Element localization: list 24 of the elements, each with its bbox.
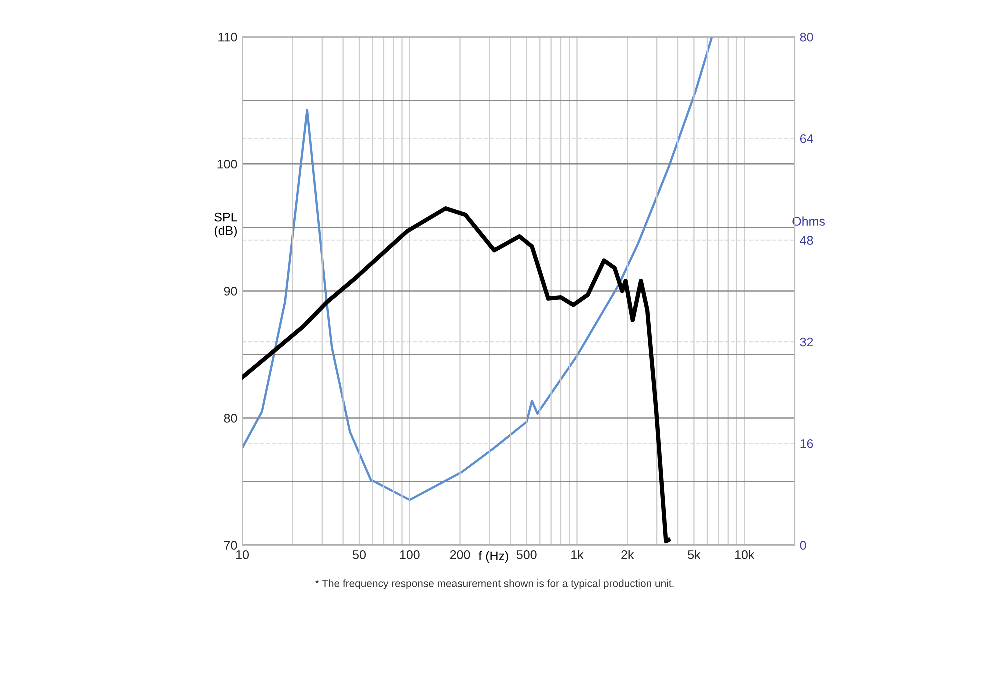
y-tick-label: 80 — [224, 414, 238, 423]
y-tick-label: 110 — [218, 32, 238, 42]
x-tick-label: 10 — [236, 550, 250, 560]
y2-tick-label: 0 — [800, 541, 806, 550]
y-tick-label: 100 — [218, 160, 238, 169]
x-tick-label: 10k — [735, 550, 755, 560]
x-tick-label: 1k — [572, 550, 584, 560]
y-axis-title: SPL (dB) — [214, 212, 238, 238]
x-tick-label: 5k — [688, 550, 701, 560]
x-tick-label: 100 — [400, 550, 420, 560]
x-tick-label: 500 — [516, 550, 537, 560]
y2-tick-label: 64 — [800, 134, 814, 144]
y-tick-label: 90 — [224, 287, 238, 296]
x-tick-label: 2k — [622, 550, 634, 560]
y2-axis-title: Ohms — [792, 216, 825, 226]
y2-tick-label: 32 — [800, 338, 814, 347]
y2-tick-label: 48 — [800, 236, 814, 246]
y-tick-label: 70 — [224, 541, 238, 550]
x-tick-label: 200 — [450, 550, 470, 560]
y2-tick-label: 16 — [800, 439, 814, 448]
y2-tick-label: 80 — [800, 32, 814, 42]
x-tick-label: 50 — [353, 550, 366, 560]
x-axis-title: f (Hz) — [478, 551, 508, 564]
text: * The frequency response measurement shown is for a typical production unit. — [315, 580, 674, 590]
